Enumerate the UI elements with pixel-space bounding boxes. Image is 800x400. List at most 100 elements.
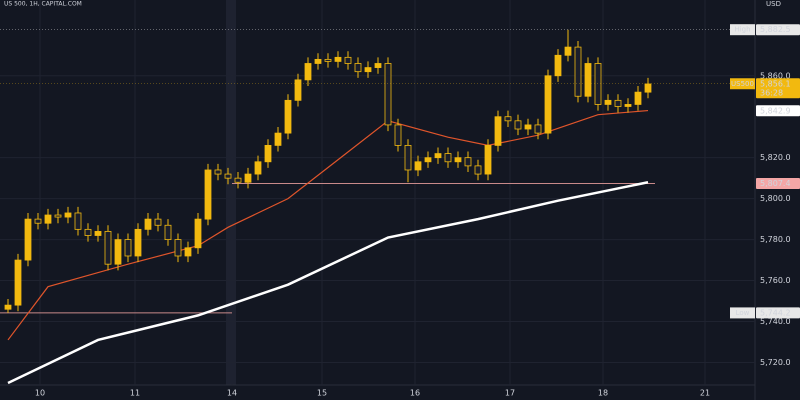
candle-body	[314, 58, 322, 64]
y-tick-label: 5,760.0	[760, 276, 791, 285]
weekend-band	[226, 0, 236, 385]
candle-body	[344, 56, 352, 64]
candle-body	[424, 157, 432, 163]
price-label: 5,744.2	[760, 308, 791, 317]
candle-body	[334, 56, 342, 62]
candle-body	[24, 218, 32, 261]
price-label-box	[756, 307, 800, 319]
price-label: 5,842.9	[760, 106, 791, 115]
candle-body	[324, 58, 332, 62]
candle-body	[414, 161, 422, 171]
price-label: 5,882.5	[760, 25, 791, 34]
candle-body	[634, 91, 642, 105]
candle-body	[454, 157, 462, 163]
candle-body	[114, 239, 122, 265]
candle-body	[484, 144, 492, 175]
candle-body	[74, 212, 82, 230]
candle-body	[14, 259, 22, 306]
price-label-box	[756, 177, 800, 189]
candle-body	[244, 173, 252, 183]
candle-body	[254, 161, 262, 175]
candle-body	[234, 177, 242, 183]
candle-body	[274, 132, 282, 146]
candle-body	[464, 157, 472, 167]
candle-body	[444, 153, 452, 163]
candle-body	[64, 212, 72, 218]
y-tick-label: 5,740.0	[760, 317, 791, 326]
y-tick-label: 5,820.0	[760, 153, 791, 162]
price-label-box	[756, 105, 800, 117]
candle-body	[214, 169, 222, 175]
price-name: High	[734, 26, 750, 34]
candle-body	[374, 63, 382, 68]
price-name-box	[730, 307, 755, 319]
candle-body	[4, 304, 12, 310]
candle-body	[404, 144, 412, 171]
candle-body	[564, 46, 572, 56]
price-name-box	[730, 24, 755, 36]
y-tick-label: 5,720.0	[760, 358, 791, 367]
candle-body	[124, 239, 132, 257]
candle-body	[504, 116, 512, 122]
candle-body	[574, 46, 582, 97]
candle-body	[84, 228, 92, 236]
candle-body	[284, 99, 292, 134]
chart-title: US 500, 1H, CAPITAL.COM	[4, 1, 82, 8]
y-tick-label: 5,780.0	[760, 235, 791, 244]
y-tick-label: 5,860.0	[760, 71, 791, 80]
moving-average	[7, 181, 649, 385]
x-tick-label: 17	[505, 389, 515, 398]
price-label-box	[756, 24, 800, 36]
price-label: 5,807.4	[760, 179, 791, 188]
candle-body	[604, 99, 612, 105]
candle-body	[584, 63, 592, 97]
candle-body	[624, 104, 632, 107]
candle-body	[644, 83, 652, 93]
candle-body	[194, 218, 202, 249]
candle-body	[614, 99, 622, 107]
price-label: 5,856.1	[760, 79, 791, 88]
candle-body	[394, 124, 402, 146]
candle-body	[474, 165, 482, 175]
candle-body	[144, 218, 152, 230]
x-tick-label: 14	[227, 389, 237, 398]
candle-body	[534, 124, 542, 134]
candle-body	[174, 239, 182, 257]
x-tick-label: 11	[130, 389, 140, 398]
candle-body	[224, 173, 232, 179]
candle-body	[34, 218, 42, 224]
candle-body	[364, 67, 372, 73]
currency: USD	[766, 0, 781, 8]
price-label-box	[756, 78, 800, 99]
candle-body	[434, 153, 442, 159]
x-tick-label: 10	[35, 389, 45, 398]
candle-body	[54, 214, 62, 218]
candle-body	[514, 120, 522, 130]
candle-body	[264, 144, 272, 163]
price-name-box	[730, 78, 755, 90]
candle-body	[44, 214, 52, 224]
candle-body	[294, 79, 302, 101]
candle-body	[184, 247, 192, 257]
x-tick-label: 21	[700, 389, 710, 398]
candle-body	[164, 224, 172, 241]
candle-body	[384, 63, 392, 126]
candle-body	[554, 54, 562, 77]
candle-body	[354, 63, 362, 73]
candle-body	[134, 228, 142, 257]
price-name: Low	[736, 309, 750, 317]
x-tick-label: 15	[317, 389, 327, 398]
candle-body	[154, 218, 162, 226]
price-name: US500	[731, 80, 754, 88]
candle-body	[204, 169, 212, 220]
x-tick-label: 16	[410, 389, 420, 398]
candle-body	[94, 231, 102, 236]
candle-body	[524, 124, 532, 130]
y-tick-label: 5,800.0	[760, 194, 791, 203]
candle-body	[304, 63, 312, 81]
price-timer: 36:28	[760, 88, 783, 97]
x-tick-label: 18	[598, 389, 608, 398]
candle-body	[544, 75, 552, 134]
